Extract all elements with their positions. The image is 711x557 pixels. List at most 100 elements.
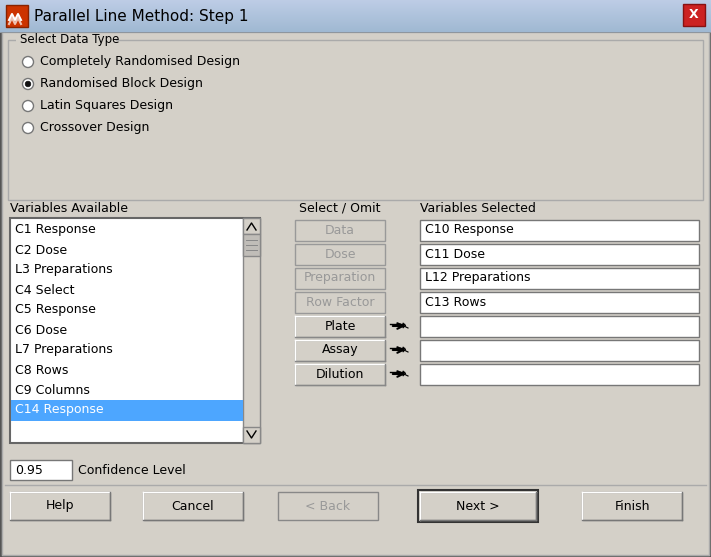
Bar (0, 26, 711, 27)
Bar (0, 0, 711, 2)
Bar (6, 5, 28, 27)
Bar (420, 492, 536, 520)
Text: Cancel: Cancel (171, 500, 214, 512)
Bar (0, 10, 711, 12)
Bar (295, 268, 385, 289)
Bar (243, 218, 260, 234)
Bar (0, 28, 711, 30)
Circle shape (23, 79, 33, 90)
Bar (0, 11, 711, 12)
Bar (0, 14, 711, 16)
Bar (420, 316, 699, 337)
Bar (10, 492, 110, 520)
Text: X: X (689, 8, 699, 22)
Bar (0, 8, 711, 9)
Bar (0, 5, 711, 7)
Text: Dose: Dose (324, 247, 356, 261)
Bar (0, 20, 711, 22)
Bar (143, 492, 243, 520)
Bar (420, 244, 699, 265)
Bar (295, 340, 385, 361)
Text: L3 Preparations: L3 Preparations (15, 263, 112, 276)
Bar (0, 27, 711, 28)
Text: Variables Available: Variables Available (10, 202, 128, 214)
Text: Help: Help (46, 500, 74, 512)
Bar (295, 244, 385, 265)
Text: Completely Randomised Design: Completely Randomised Design (40, 56, 240, 69)
Text: ⇒: ⇒ (393, 367, 406, 382)
Text: C14 Response: C14 Response (15, 403, 104, 417)
Text: Select Data Type: Select Data Type (20, 33, 119, 46)
Bar (420, 220, 699, 241)
Bar (420, 364, 699, 385)
Bar (0, 25, 711, 27)
Text: Dilution: Dilution (316, 368, 364, 380)
Text: C1 Response: C1 Response (15, 223, 96, 237)
Text: C13 Rows: C13 Rows (425, 296, 486, 309)
Bar (418, 490, 538, 522)
Bar (0, 1, 711, 2)
Bar (420, 340, 699, 361)
Text: C2 Dose: C2 Dose (15, 243, 67, 257)
Text: Next >: Next > (456, 500, 500, 512)
Bar (0, 18, 711, 19)
Text: Variables Selected: Variables Selected (420, 202, 536, 214)
Bar (10, 460, 72, 480)
Text: C4 Select: C4 Select (15, 284, 75, 296)
Circle shape (23, 123, 33, 134)
Text: Crossover Design: Crossover Design (40, 121, 149, 134)
Bar (0, 31, 711, 32)
Bar (243, 218, 260, 443)
Text: C10 Response: C10 Response (425, 223, 514, 237)
Bar (0, 12, 711, 13)
Bar (295, 316, 385, 337)
Bar (0, 16, 711, 17)
Text: Select / Omit: Select / Omit (299, 202, 381, 214)
Text: C5 Response: C5 Response (15, 304, 96, 316)
Bar (0, 21, 711, 22)
Text: 0.95: 0.95 (15, 463, 43, 476)
Text: L7 Preparations: L7 Preparations (15, 344, 113, 356)
Bar (0, 24, 711, 26)
Circle shape (23, 100, 33, 111)
Text: < Back: < Back (306, 500, 351, 512)
Bar (11, 400, 243, 421)
Text: Row Factor: Row Factor (306, 296, 374, 309)
Bar (0, 4, 711, 6)
Bar (10, 218, 260, 443)
Bar (243, 427, 260, 443)
Bar (582, 492, 682, 520)
Text: Plate: Plate (324, 320, 356, 333)
Bar (0, 19, 711, 21)
Text: Parallel Line Method: Step 1: Parallel Line Method: Step 1 (34, 8, 249, 23)
Bar (683, 4, 705, 26)
Text: Latin Squares Design: Latin Squares Design (40, 100, 173, 113)
Text: Randomised Block Design: Randomised Block Design (40, 77, 203, 90)
Text: Confidence Level: Confidence Level (78, 463, 186, 476)
Bar (295, 220, 385, 241)
Text: L12 Preparations: L12 Preparations (425, 271, 530, 285)
Bar (0, 13, 711, 14)
Text: C8 Rows: C8 Rows (15, 364, 68, 377)
Text: C6 Dose: C6 Dose (15, 324, 67, 336)
Text: C9 Columns: C9 Columns (15, 384, 90, 397)
Bar (0, 17, 711, 18)
Bar (0, 15, 711, 17)
Bar (0, 9, 711, 11)
Bar (278, 492, 378, 520)
Circle shape (25, 81, 31, 87)
Bar (0, 3, 711, 4)
Text: ⇒: ⇒ (393, 343, 406, 358)
Bar (16, 34, 116, 47)
Bar (295, 292, 385, 313)
Bar (0, 29, 711, 31)
Text: Assay: Assay (321, 344, 358, 356)
Bar (0, 22, 711, 23)
Text: ⇒: ⇒ (393, 319, 406, 334)
Text: Data: Data (325, 223, 355, 237)
Bar (295, 364, 385, 385)
Bar (0, 30, 711, 32)
Bar (0, 23, 711, 25)
Text: C11 Dose: C11 Dose (425, 247, 485, 261)
Bar (243, 234, 260, 256)
